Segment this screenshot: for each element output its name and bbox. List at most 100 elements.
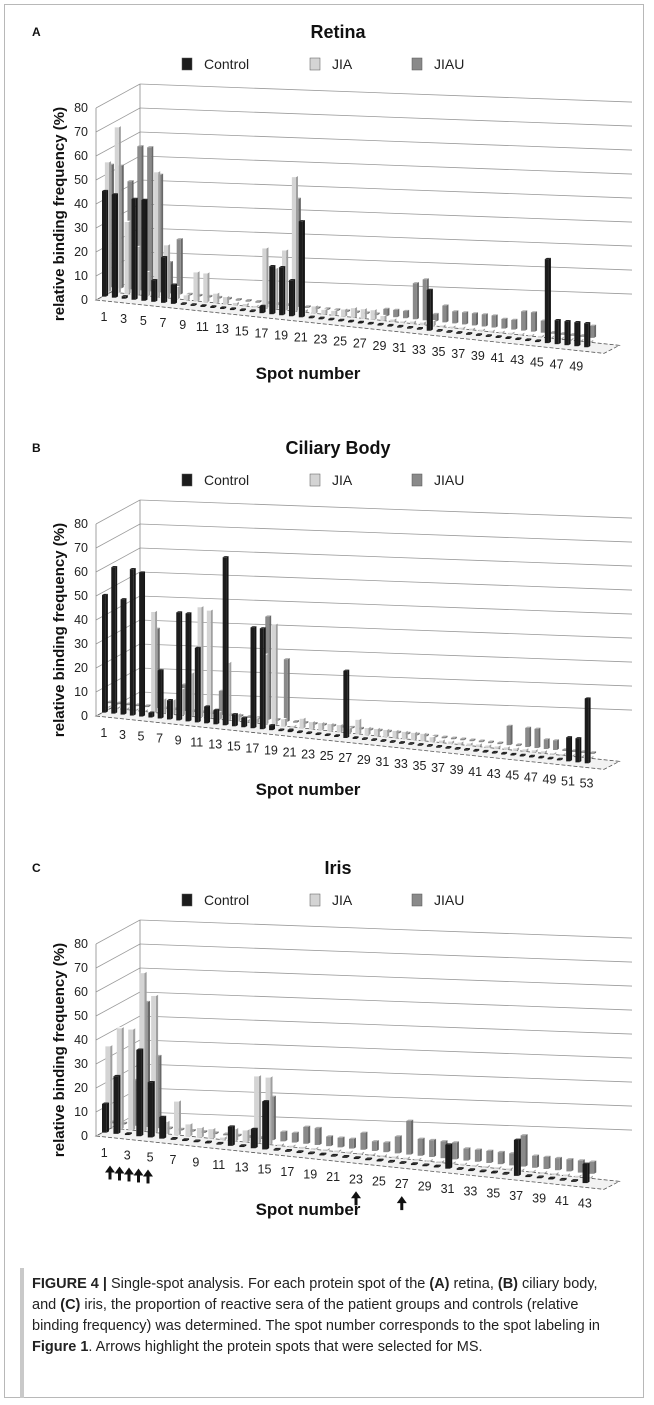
bar-front (170, 1138, 176, 1140)
gridline (139, 967, 633, 987)
bar-front (536, 1176, 542, 1179)
bar-front (485, 745, 490, 748)
bar-front (410, 1163, 416, 1166)
bar-side (270, 1076, 273, 1145)
bar-jia-spot-5 (151, 994, 159, 1133)
bar-front (322, 1149, 328, 1151)
bar-jia-spot-29 (425, 1158, 433, 1162)
bar-front (389, 741, 394, 743)
bar-side (461, 1167, 464, 1170)
bar-jia-spot-31 (400, 320, 407, 323)
bar-front (250, 627, 255, 729)
bar-side (349, 727, 352, 734)
bar-front (462, 312, 467, 325)
bar-side (389, 729, 392, 733)
bar-top (456, 331, 463, 333)
bar-front (436, 330, 441, 332)
arrow-shaft (137, 1174, 140, 1183)
bar-front (426, 289, 431, 331)
bar-top (482, 1164, 490, 1167)
bar-top (436, 329, 443, 331)
bar-top (417, 743, 424, 745)
bar-front (574, 1175, 580, 1178)
bar-top (255, 300, 262, 302)
bar-side (522, 1168, 525, 1172)
bar-control-spot-9 (180, 302, 187, 305)
bar-front (288, 1145, 294, 1148)
bar-jia-spot-26 (391, 1155, 399, 1159)
bar-jia-spot-28 (370, 309, 377, 320)
bar-front (367, 323, 372, 325)
bar-top (543, 1155, 551, 1157)
bar-top (166, 699, 173, 701)
bar-control-spot-49 (574, 321, 581, 347)
bar-top (252, 304, 259, 306)
bar-jiau-spot-32 (463, 1147, 471, 1161)
bar-jia-spot-41 (563, 1173, 571, 1177)
bar-front (486, 1150, 492, 1163)
bar-side (554, 752, 557, 755)
y-tick-label: 50 (74, 1009, 88, 1023)
y-tick-label: 80 (74, 517, 88, 531)
x-tick-label: 13 (208, 738, 222, 752)
bar-top (412, 282, 419, 284)
gridline (139, 919, 633, 939)
bar-control-spot-19 (307, 1151, 315, 1155)
bar-front (273, 1149, 279, 1151)
bar-side (495, 314, 498, 328)
bar-side (473, 738, 476, 742)
bar-jia-spot-17 (262, 247, 269, 309)
x-tick-label: 47 (550, 357, 564, 371)
bar-top (476, 743, 482, 745)
bar-side (236, 1127, 239, 1142)
bar-front (229, 308, 235, 311)
bar-control-spot-34 (426, 288, 433, 331)
bar-side (312, 1151, 315, 1155)
bar-front (383, 1142, 389, 1153)
bar-top (120, 598, 127, 600)
bar-top (259, 627, 266, 629)
bar-front (341, 309, 346, 317)
bar-jia-spot-26 (350, 306, 358, 318)
bar-top (574, 1174, 582, 1176)
bar-side (125, 295, 128, 299)
bar-top (544, 257, 551, 260)
bar-side (327, 1148, 330, 1151)
bar-side (505, 751, 508, 755)
bar-side (470, 742, 473, 746)
bar-jia-spot-21 (334, 1149, 342, 1153)
bar-top (334, 1149, 342, 1151)
bar-front (319, 1153, 325, 1156)
bar-front (147, 1082, 153, 1138)
bar-jia-spot-29 (364, 726, 371, 736)
bar-control-spot-32 (407, 325, 414, 329)
bar-top (464, 747, 470, 750)
bar-front (508, 332, 513, 335)
bar-front (548, 1177, 554, 1180)
bar-jia-spot-12 (213, 292, 220, 304)
bar-top (485, 334, 492, 336)
bar-jia-spot-39 (540, 1170, 548, 1174)
bar-front (495, 336, 500, 338)
bar-top (124, 220, 131, 223)
bar-top (497, 741, 504, 743)
x-tick-label: 37 (431, 761, 445, 775)
bar-top (521, 310, 528, 312)
bar-front (239, 1145, 245, 1148)
bar-front (478, 329, 483, 332)
bar-side (180, 611, 183, 721)
bar-control-spot-42 (571, 1179, 579, 1182)
bar-top (377, 322, 384, 325)
x-tick-label: 39 (532, 1192, 546, 1206)
bar-jiau-spot-48 (543, 738, 550, 750)
gridline (139, 619, 633, 639)
bar-side (144, 971, 147, 1132)
bar-top (547, 756, 554, 758)
bar-front (491, 315, 496, 328)
arrow-icon (396, 1196, 407, 1211)
bar-top (566, 736, 573, 738)
bar-top (383, 728, 390, 730)
bar-side (396, 1155, 399, 1159)
bar-side (365, 737, 368, 740)
